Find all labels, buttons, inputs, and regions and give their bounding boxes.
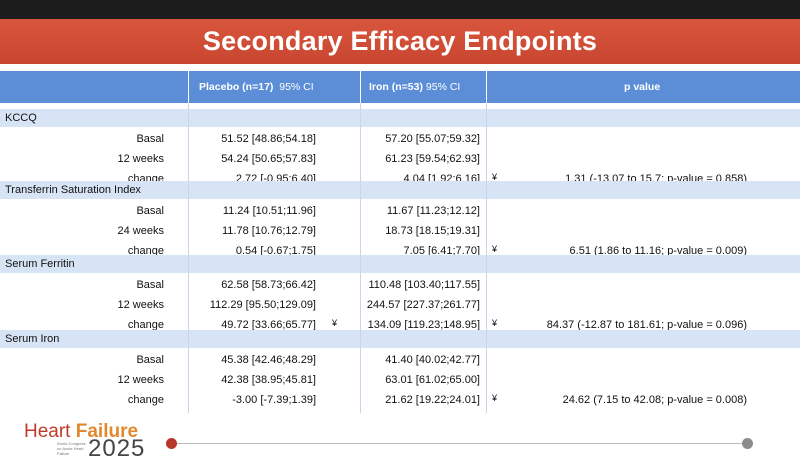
iron-significance-marker: ¥ bbox=[492, 393, 498, 403]
congress-logo: Heart Failure bbox=[24, 422, 138, 441]
table-row: Basal 51.52 [48.86;54.18] 57.20 [55.07;59.… bbox=[0, 129, 800, 150]
iron-significance-marker: ¥ bbox=[492, 172, 498, 182]
logo-subtitle: World Congress on Acute Heart Failure bbox=[57, 441, 86, 456]
iron-value: 41.40 [40.02;42.77] bbox=[385, 354, 480, 366]
placebo-value: 42.38 [38.95;45.81] bbox=[221, 374, 316, 386]
table-row: 12 weeks 42.38 [38.95;45.81] 63.01 [61.02;… bbox=[0, 370, 800, 391]
slide-title: Secondary Efficacy Endpoints bbox=[202, 26, 598, 56]
section-header: Serum Ferritin bbox=[0, 255, 800, 273]
iron-value: 11.67 [11.23;12.12] bbox=[386, 205, 480, 217]
placebo-value: 51.52 [48.86;54.18] bbox=[221, 133, 316, 145]
row-label: 24 weeks bbox=[117, 225, 164, 237]
iron-value: 63.01 [61.02;65.00] bbox=[385, 374, 480, 386]
row-label: Basal bbox=[136, 205, 164, 217]
placebo-significance-marker: ¥ bbox=[332, 318, 338, 328]
logo-year: 2025 bbox=[88, 435, 146, 462]
placebo-value: 45.38 [42.46;48.29] bbox=[221, 354, 316, 366]
section-header: Serum Iron bbox=[0, 330, 800, 348]
iron-value: 18.73 [18.15;19.31] bbox=[385, 225, 480, 237]
table-row: 12 weeks 112.29 [95.50;129.09] 244.57 [227… bbox=[0, 295, 800, 316]
row-label: change bbox=[127, 394, 164, 406]
iron-value: 7.05 [6.41;7.70] bbox=[403, 245, 480, 257]
placebo-value: 62.58 [58.73;66.42] bbox=[221, 279, 316, 291]
progress-track bbox=[172, 443, 748, 444]
table-row: 24 weeks 11.78 [10.76;12.79] 18.73 [18.15;… bbox=[0, 221, 800, 242]
table-row: change 49.72 [33.66;65.77] 134.09 [119.23;… bbox=[0, 315, 800, 336]
iron-value: 57.20 [55.07;59.32] bbox=[385, 133, 480, 145]
row-label: 12 weeks bbox=[117, 153, 164, 165]
row-label: change bbox=[127, 319, 164, 331]
row-label: Basal bbox=[136, 279, 164, 291]
placebo-value: 11.78 [10.76;12.79] bbox=[222, 225, 316, 237]
pvalue-text: 84.37 (-12.87 to 181.61; p-value = 0.096… bbox=[546, 319, 747, 331]
header-divider bbox=[188, 71, 189, 103]
iron-value: 244.57 [227.37;261.77] bbox=[366, 299, 480, 311]
table-row: 12 weeks 54.24 [50.65;57.83] 61.23 [59.54;… bbox=[0, 149, 800, 170]
header-placebo-label: Placebo (n=17) bbox=[199, 81, 274, 93]
row-label: Basal bbox=[136, 354, 164, 366]
header-pvalue-label: p value bbox=[624, 81, 661, 93]
table-row: Basal 11.24 [10.51;11.96] 11.67 [11.23;12.… bbox=[0, 201, 800, 222]
header-placebo-ci: 95% CI bbox=[279, 81, 314, 93]
top-black-bar bbox=[0, 0, 800, 19]
placebo-value: -3.00 [-7.39;1.39] bbox=[232, 394, 316, 406]
placebo-value: 0.54 [-0.67;1.75] bbox=[235, 245, 316, 257]
progress-end-dot bbox=[742, 438, 753, 449]
slide-footer: Heart Failure World Congress on Acute He… bbox=[0, 418, 800, 474]
table-row: Basal 62.58 [58.73;66.42] 110.48 [103.40;1… bbox=[0, 275, 800, 296]
progress-start-dot bbox=[166, 438, 177, 449]
header-iron-ci: 95% CI bbox=[425, 81, 461, 93]
placebo-value: 54.24 [50.65;57.83] bbox=[221, 153, 316, 165]
header-placebo: Placebo (n=17) 95% CI bbox=[199, 71, 314, 103]
row-label: 12 weeks bbox=[117, 374, 164, 386]
header-iron-label: Iron (n=53) bbox=[369, 81, 423, 93]
column-divider bbox=[360, 103, 361, 413]
row-label: change bbox=[127, 245, 164, 257]
iron-value: 61.23 [59.54;62.93] bbox=[385, 153, 480, 165]
iron-value: 21.62 [19.22;24.01] bbox=[385, 394, 480, 406]
header-pvalue: p value bbox=[624, 71, 660, 103]
iron-significance-marker: ¥ bbox=[492, 244, 498, 254]
iron-significance-marker: ¥ bbox=[492, 318, 498, 328]
logo-word-heart: Heart bbox=[24, 421, 71, 442]
section-header: KCCQ bbox=[0, 109, 800, 127]
placebo-value: 11.24 [10.51;11.96] bbox=[222, 205, 316, 217]
pvalue-text: 24.62 (7.15 to 42.08; p-value = 0.008) bbox=[562, 394, 747, 406]
iron-value: 134.09 [119.23;148.95] bbox=[367, 319, 480, 331]
placebo-value: 112.29 [95.50;129.09] bbox=[209, 299, 316, 311]
table-row: Basal 45.38 [42.46;48.29] 41.40 [40.02;42.… bbox=[0, 350, 800, 371]
iron-value: 110.48 [103.40;117.55] bbox=[368, 279, 480, 291]
header-divider bbox=[486, 71, 487, 103]
column-divider bbox=[486, 103, 487, 413]
title-banner: Secondary Efficacy Endpoints bbox=[0, 19, 800, 64]
logo-word-failure: Failure bbox=[75, 421, 139, 442]
placebo-value: 49.72 [33.66;65.77] bbox=[221, 319, 316, 331]
header-iron: Iron (n=53) 95% CI bbox=[369, 71, 460, 103]
table-row: change 0.54 [-0.67;1.75] 7.05 [6.41;7.70] 6… bbox=[0, 241, 800, 262]
row-label: Basal bbox=[136, 133, 164, 145]
pvalue-text: 6.51 (1.86 to 11.16; p-value = 0.009) bbox=[569, 245, 747, 257]
section-header: Transferrin Saturation Index bbox=[0, 181, 800, 199]
header-divider bbox=[360, 71, 361, 103]
column-divider bbox=[188, 103, 189, 413]
row-label: 12 weeks bbox=[117, 299, 164, 311]
table-row: change -3.00 [-7.39;1.39] 21.62 [19.22;24.… bbox=[0, 390, 800, 411]
table-header: Placebo (n=17) 95% CI Iron (n=53) 95% CI… bbox=[0, 71, 800, 103]
